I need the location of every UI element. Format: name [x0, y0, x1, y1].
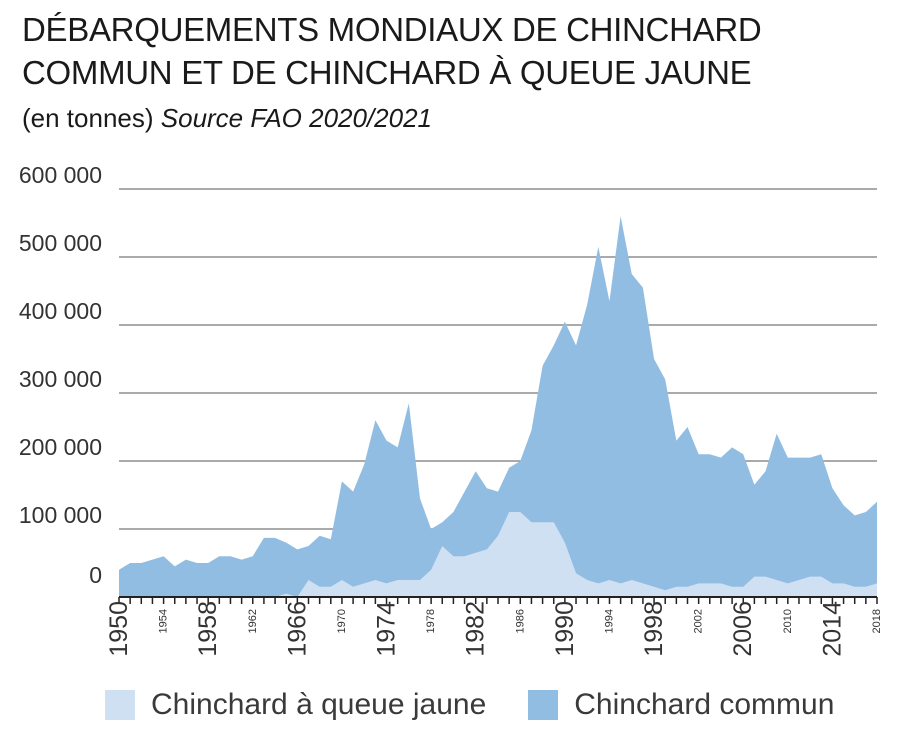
- chart-title-line-1: DÉBARQUEMENTS MONDIAUX DE CHINCHARD: [22, 11, 762, 48]
- x-tick-label-1970: 1970: [336, 609, 348, 633]
- legend-label-commun: Chinchard commun: [574, 688, 835, 721]
- title-block: DÉBARQUEMENTS MONDIAUX DE CHINCHARD COMM…: [22, 8, 882, 136]
- x-tick-label-1990: 1990: [551, 601, 579, 657]
- unit-label: (en tonnes): [22, 103, 154, 133]
- y-tick-label-600000: 600 000: [19, 162, 102, 188]
- source-label: Source FAO 2020/2021: [160, 103, 433, 133]
- x-tick-label-1966: 1966: [283, 601, 311, 657]
- chart-title-line-2: COMMUN ET DE CHINCHARD À QUEUE JAUNE: [22, 54, 752, 91]
- legend-item-commun: Chinchard commun: [528, 688, 834, 722]
- y-tick-label-100000: 100 000: [19, 502, 102, 528]
- x-tick-label-1954: 1954: [158, 609, 170, 633]
- y-tick-label-300000: 300 000: [19, 366, 102, 392]
- area-chart: 0 100 000 200 000 300 000 400 000 500 000 600 …: [19, 162, 883, 657]
- legend-label-queue-jaune: Chinchard à queue jaune: [151, 688, 487, 721]
- x-tick-label-1986: 1986: [514, 609, 526, 633]
- y-tick-label-200000: 200 000: [19, 434, 102, 460]
- y-tick-label-400000: 400 000: [19, 298, 102, 324]
- legend-swatch-queue-jaune: [105, 690, 135, 720]
- x-tick-label-1962: 1962: [247, 609, 259, 633]
- x-tick-label-1974: 1974: [373, 601, 401, 657]
- y-tick-label-0: 0: [89, 562, 102, 588]
- x-tick-label-1998: 1998: [640, 601, 668, 657]
- chart-subtitle: (en tonnes) Source FAO 2020/2021: [22, 100, 882, 136]
- x-tick-label-1958: 1958: [194, 601, 222, 657]
- x-tick-label-1950: 1950: [105, 601, 133, 657]
- x-axis: 1950 1958 1966 1974 1982 1990 1998 2006 2014 1954…: [105, 596, 883, 657]
- x-tick-label-1978: 1978: [425, 609, 437, 633]
- x-tick-label-2002: 2002: [693, 609, 705, 633]
- data-areas: [119, 216, 877, 597]
- x-tick-label-2010: 2010: [782, 609, 794, 633]
- x-tick-label-1982: 1982: [462, 601, 490, 657]
- area-series-commun: [119, 216, 877, 597]
- x-tick-label-2018: 2018: [871, 609, 883, 633]
- legend-swatch-commun: [528, 690, 559, 720]
- x-tick-label-2014: 2014: [818, 601, 846, 657]
- x-tick-label-2006: 2006: [729, 601, 757, 657]
- y-axis-labels: 0 100 000 200 000 300 000 400 000 500 000 600 …: [19, 162, 102, 588]
- legend-item-queue-jaune: Chinchard à queue jaune: [105, 688, 486, 722]
- area-series-queue-jaune: [119, 512, 877, 597]
- y-tick-label-500000: 500 000: [19, 230, 102, 256]
- legend: Chinchard à queue jaune Chinchard commun: [105, 688, 876, 722]
- x-tick-label-1994: 1994: [603, 609, 615, 633]
